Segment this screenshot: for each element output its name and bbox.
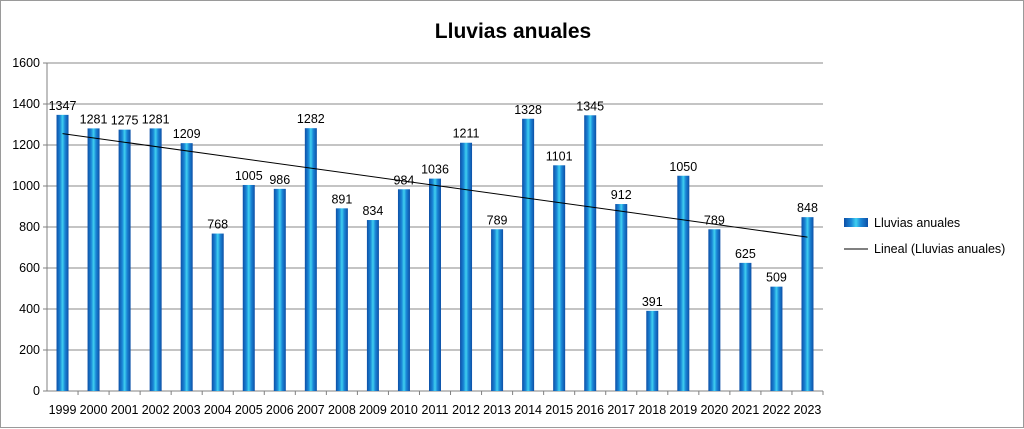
data-label: 1050 — [669, 160, 697, 174]
data-label: 986 — [269, 173, 290, 187]
data-label: 1281 — [80, 112, 108, 126]
bar — [335, 208, 348, 391]
bar — [460, 142, 473, 391]
x-tick-label: 2001 — [111, 403, 139, 417]
x-tick-label: 2008 — [328, 403, 356, 417]
bar — [553, 165, 566, 391]
bar — [180, 143, 193, 391]
x-tick-labels: 1999 2000 2001 2002 2003 2004 2005 2006 2007 2008… — [49, 403, 822, 417]
data-label: 1101 — [546, 149, 573, 163]
bar — [801, 217, 814, 391]
x-tick-label: 2005 — [235, 403, 263, 417]
y-tick-label: 400 — [19, 302, 40, 316]
x-tick-label: 2016 — [576, 403, 604, 417]
data-label: 1209 — [173, 127, 201, 141]
y-tick-label: 200 — [19, 343, 40, 357]
x-tick-label: 2019 — [669, 403, 697, 417]
x-tick-label: 2007 — [297, 403, 325, 417]
bar — [770, 286, 783, 391]
y-tick-label: 1200 — [12, 138, 40, 152]
bar — [242, 184, 255, 391]
data-label: 984 — [394, 173, 415, 187]
bar — [211, 233, 224, 391]
data-label: 1282 — [297, 112, 325, 126]
trend-line — [62, 133, 808, 238]
data-label: 789 — [704, 213, 725, 227]
data-label: 509 — [766, 271, 787, 285]
y-tick-label: 1600 — [12, 56, 40, 70]
bar — [646, 310, 659, 391]
bar — [149, 128, 162, 391]
data-label: 848 — [797, 201, 818, 215]
data-label: 912 — [611, 188, 632, 202]
bar — [56, 114, 69, 392]
data-label: 1347 — [49, 99, 77, 113]
data-label: 891 — [331, 192, 352, 206]
x-tick-label: 2015 — [545, 403, 573, 417]
x-tick-label: 2009 — [359, 403, 387, 417]
bar — [739, 262, 752, 391]
x-tick-label: 2006 — [266, 403, 294, 417]
bars — [56, 114, 814, 392]
x-tick-label: 2017 — [607, 403, 635, 417]
y-tick-labels: 0 200 400 600 800 1000 1200 1400 1600 — [12, 56, 40, 398]
data-label: 1328 — [514, 103, 542, 117]
x-tick-label: 2000 — [80, 403, 108, 417]
data-label: 1036 — [421, 163, 449, 177]
x-tick-label: 2023 — [794, 403, 822, 417]
data-label: 1281 — [142, 112, 170, 126]
bar — [118, 129, 131, 391]
x-tick-label: 2013 — [483, 403, 511, 417]
y-tick-label: 1000 — [12, 179, 40, 193]
x-tick-label: 2004 — [204, 403, 232, 417]
y-tick-label: 800 — [19, 220, 40, 234]
data-label: 1005 — [235, 169, 263, 183]
x-tick-label: 2002 — [142, 403, 170, 417]
bar — [584, 115, 597, 392]
bar — [491, 229, 504, 391]
bar — [397, 189, 410, 391]
x-tick-label: 2021 — [731, 403, 759, 417]
x-tick-label: 2010 — [390, 403, 418, 417]
data-label: 834 — [362, 204, 383, 218]
y-tick-label: 0 — [33, 384, 40, 398]
x-tick-label: 2003 — [173, 403, 201, 417]
bar — [366, 220, 379, 391]
data-label: 625 — [735, 247, 756, 261]
data-label: 768 — [207, 218, 228, 232]
trendline — [62, 133, 808, 238]
bar — [429, 178, 441, 391]
legend-trend-label: Lineal (Lluvias anuales) — [874, 242, 1005, 256]
data-label: 789 — [487, 213, 508, 227]
y-tick-label: 1400 — [12, 97, 40, 111]
legend-series-label: Lluvias anuales — [874, 216, 960, 230]
legend-bar-swatch — [844, 218, 868, 227]
data-label: 1345 — [576, 99, 604, 113]
x-tick-label: 2018 — [638, 403, 666, 417]
x-tick-label: 2014 — [514, 403, 542, 417]
x-tick-label: 1999 — [49, 403, 77, 417]
x-tick-label: 2011 — [422, 403, 449, 417]
x-tick-label: 2022 — [763, 403, 791, 417]
bar — [708, 229, 721, 391]
bar — [522, 118, 535, 391]
bar — [615, 204, 628, 391]
legend: Lluvias anuales Lineal (Lluvias anuales) — [844, 216, 1005, 256]
data-label: 1211 — [453, 127, 480, 141]
chart-title: Lluvias anuales — [435, 20, 591, 43]
y-tick-label: 600 — [19, 261, 40, 275]
x-tick-label: 2020 — [700, 403, 728, 417]
x-tick-label: 2012 — [452, 403, 480, 417]
bar — [273, 188, 286, 391]
bar — [87, 128, 100, 391]
data-label: 391 — [642, 295, 663, 309]
bar — [677, 175, 690, 391]
bar — [304, 128, 317, 391]
data-label: 1275 — [111, 114, 139, 128]
